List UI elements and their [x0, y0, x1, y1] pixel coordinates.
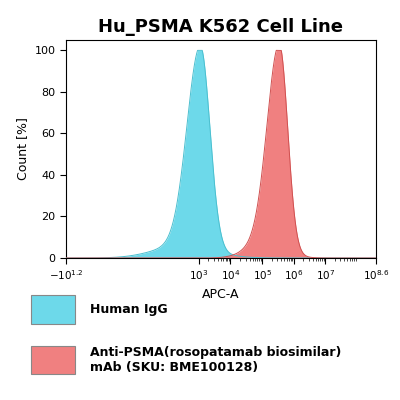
FancyBboxPatch shape: [31, 346, 75, 374]
Text: Human IgG: Human IgG: [90, 303, 167, 316]
Y-axis label: Count [%]: Count [%]: [16, 118, 29, 180]
FancyBboxPatch shape: [31, 295, 75, 324]
Text: Anti-PSMA(rosopatamab biosimilar)
mAb (SKU: BME100128): Anti-PSMA(rosopatamab biosimilar) mAb (S…: [90, 346, 341, 374]
Title: Hu_PSMA K562 Cell Line: Hu_PSMA K562 Cell Line: [98, 18, 344, 36]
X-axis label: APC-A: APC-A: [202, 288, 240, 301]
